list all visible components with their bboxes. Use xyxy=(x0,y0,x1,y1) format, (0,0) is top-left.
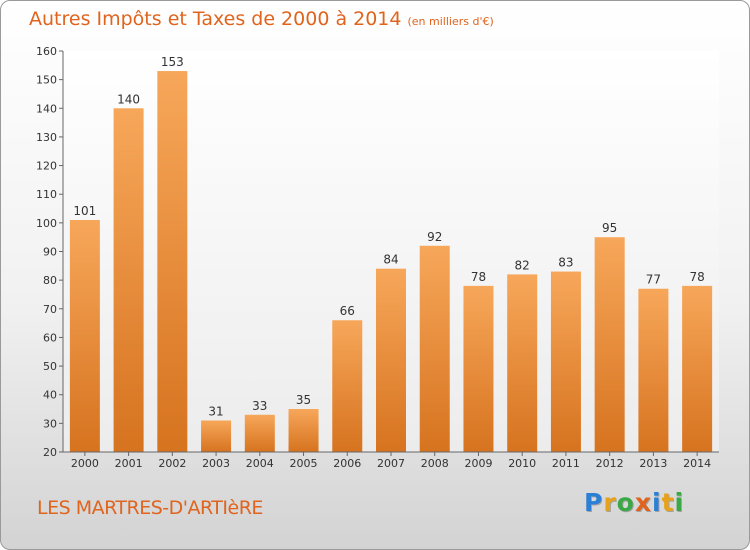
proxiti-logo: Proxiti xyxy=(584,488,684,517)
data-label-2013: 77 xyxy=(646,273,661,287)
data-label-2003: 31 xyxy=(208,404,223,418)
logo-letter: t xyxy=(661,488,675,517)
y-tick-label: 160 xyxy=(36,45,57,58)
x-tick-label: 2003 xyxy=(202,457,230,470)
data-label-2009: 78 xyxy=(471,270,486,284)
x-tick-label: 2012 xyxy=(596,457,624,470)
data-label-2011: 83 xyxy=(558,256,573,270)
bar-2010 xyxy=(507,274,538,452)
y-tick-label: 120 xyxy=(36,160,57,173)
data-label-2010: 82 xyxy=(515,258,530,272)
y-tick-label: 30 xyxy=(43,417,57,430)
logo-letter: i xyxy=(674,488,685,517)
chart-title: Autres Impôts et Taxes de 2000 à 2014 (en… xyxy=(29,8,494,30)
y-tick-label: 70 xyxy=(43,303,57,316)
bar-2003 xyxy=(201,420,232,452)
y-tick-label: 40 xyxy=(43,389,57,402)
logo-letter: i xyxy=(652,488,662,517)
logo-letter: P xyxy=(584,488,604,517)
x-tick-label: 2010 xyxy=(508,457,536,470)
bar-2008 xyxy=(419,245,450,452)
logo-letter: x xyxy=(634,488,652,517)
data-label-2007: 84 xyxy=(383,253,398,267)
data-label-2008: 92 xyxy=(427,230,442,244)
x-tick-label: 2005 xyxy=(290,457,318,470)
x-tick-label: 2001 xyxy=(115,457,143,470)
x-axis: 2000 2001 2002 2003 2004 2005 2006 2007 2008 2009… xyxy=(63,451,719,470)
bar-2007 xyxy=(376,268,406,452)
y-tick-label: 80 xyxy=(43,274,57,287)
bar-series xyxy=(69,71,713,453)
data-label-2014: 78 xyxy=(689,270,704,284)
chart-title-unit: (en milliers d'€) xyxy=(407,15,494,28)
x-tick-label: 2008 xyxy=(421,457,449,470)
bar-2009 xyxy=(463,285,494,452)
bar-2002 xyxy=(157,71,188,453)
data-labels: 101 140 153 31 33 35 66 84 92 78 82 83 95 77 78 xyxy=(73,55,704,418)
y-tick-label: 100 xyxy=(36,217,57,230)
y-tick-label: 60 xyxy=(43,331,57,344)
logo-letter: o xyxy=(616,488,635,517)
x-tick-label: 2011 xyxy=(552,457,580,470)
bar-2000 xyxy=(69,219,100,452)
chart-title-main: Autres Impôts et Taxes de 2000 à 2014 xyxy=(29,8,402,30)
data-label-2006: 66 xyxy=(340,304,355,318)
logo-letter: r xyxy=(603,488,617,517)
x-tick-label: 2002 xyxy=(158,457,186,470)
bar-2001 xyxy=(113,108,144,453)
data-label-2001: 140 xyxy=(117,92,140,106)
data-label-2012: 95 xyxy=(602,221,617,235)
x-tick-label: 2013 xyxy=(639,457,667,470)
bar-2005 xyxy=(288,409,319,452)
y-tick-label: 110 xyxy=(36,188,57,201)
y-axis: 20 30 40 50 60 70 80 90 100 110 120 130 140 150 160 xyxy=(36,45,64,459)
data-label-2000: 101 xyxy=(73,204,96,218)
x-tick-label: 2000 xyxy=(71,457,99,470)
bar-2012 xyxy=(594,237,625,452)
commune-name: LES MARTRES-D'ARTIèRE xyxy=(37,497,263,519)
y-tick-label: 140 xyxy=(36,102,57,115)
x-tick-label: 2014 xyxy=(683,457,711,470)
x-tick-label: 2006 xyxy=(333,457,361,470)
bar-2004 xyxy=(244,414,275,452)
x-tick-label: 2007 xyxy=(377,457,405,470)
y-tick-label: 150 xyxy=(36,74,57,87)
bar-2014 xyxy=(682,285,713,452)
x-tick-label: 2004 xyxy=(246,457,274,470)
y-tick-label: 90 xyxy=(43,246,57,259)
data-label-2004: 33 xyxy=(252,399,267,413)
bar-2011 xyxy=(550,271,581,452)
y-tick-label: 50 xyxy=(43,360,57,373)
y-tick-label: 130 xyxy=(36,131,57,144)
data-label-2005: 35 xyxy=(296,393,311,407)
bar-2013 xyxy=(638,288,669,452)
x-tick-label: 2009 xyxy=(464,457,492,470)
y-tick-label: 20 xyxy=(43,446,57,459)
data-label-2002: 153 xyxy=(161,55,184,69)
bar-2006 xyxy=(332,320,363,452)
